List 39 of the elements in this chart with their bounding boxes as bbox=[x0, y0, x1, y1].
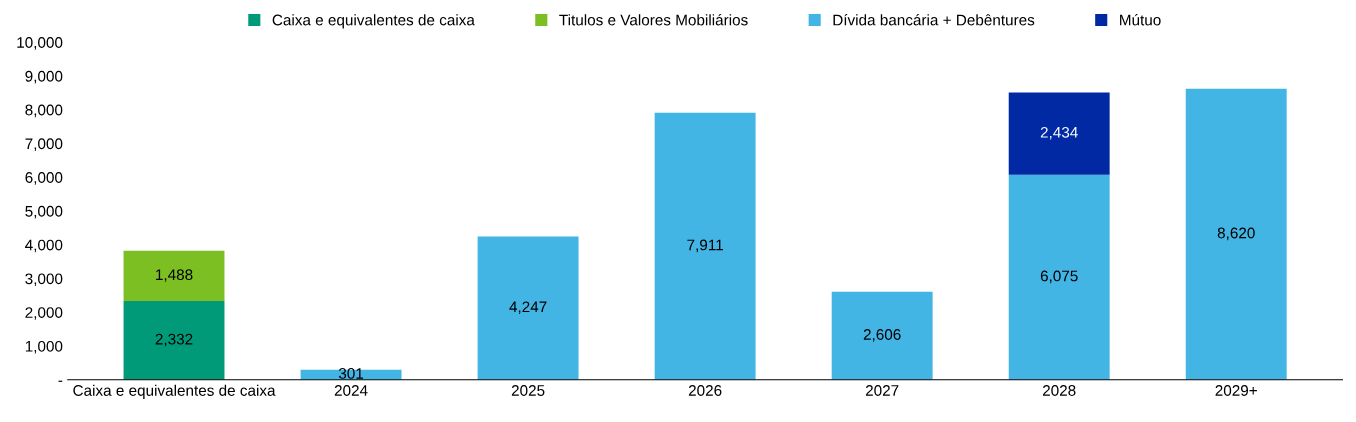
bar bbox=[123, 250, 225, 302]
y-tick-label: 10,000 bbox=[17, 37, 63, 50]
bar bbox=[1185, 88, 1287, 380]
y-tick-label: 6,000 bbox=[25, 172, 63, 185]
bar bbox=[831, 291, 933, 380]
bar bbox=[654, 112, 756, 380]
bar bbox=[1008, 174, 1110, 380]
bar bbox=[477, 236, 579, 380]
y-tick-label: - bbox=[58, 380, 63, 382]
y-tick-label: 8,000 bbox=[25, 104, 63, 118]
data-label: 6,075 bbox=[1040, 270, 1078, 284]
y-tick-label: 9,000 bbox=[25, 70, 63, 84]
bar bbox=[1008, 92, 1110, 175]
data-label: 8,620 bbox=[1217, 227, 1255, 241]
x-tick-label: 2028 bbox=[1042, 385, 1076, 396]
y-tick-label: 1,000 bbox=[25, 340, 63, 354]
legend-label: Mútuo bbox=[1120, 14, 1161, 26]
data-label: 1,488 bbox=[156, 269, 193, 282]
bar bbox=[123, 301, 225, 380]
x-tick-label: 2029+ bbox=[1215, 385, 1257, 396]
data-label: 2,434 bbox=[1040, 126, 1078, 140]
legend-label: Titulos e Valores Mobiliários bbox=[559, 14, 748, 26]
y-tick-label: 4,000 bbox=[25, 239, 63, 253]
y-tick-label: 5,000 bbox=[25, 205, 63, 219]
y-tick-label: 7,000 bbox=[25, 138, 63, 151]
y-tick-label: 3,000 bbox=[25, 273, 63, 287]
x-tick-label: 2024 bbox=[334, 385, 368, 396]
legend-label: Dívida bancária + Debêntures bbox=[833, 14, 1035, 26]
data-label: 2,332 bbox=[155, 333, 193, 347]
data-label: 2,606 bbox=[863, 329, 901, 342]
x-tick-label: 2027 bbox=[865, 385, 899, 396]
data-label: 7,911 bbox=[687, 239, 723, 253]
legend-label: Caixa e equivalentes de caixa bbox=[272, 14, 475, 29]
x-tick-label: Caixa e equivalentes de caixa bbox=[73, 384, 276, 399]
x-tick-label: 2026 bbox=[688, 385, 722, 396]
data-label: 4,247 bbox=[509, 301, 547, 315]
y-tick-label: 2,000 bbox=[25, 307, 63, 320]
x-tick-label: 2025 bbox=[511, 385, 545, 396]
data-label: 301 bbox=[338, 368, 364, 379]
